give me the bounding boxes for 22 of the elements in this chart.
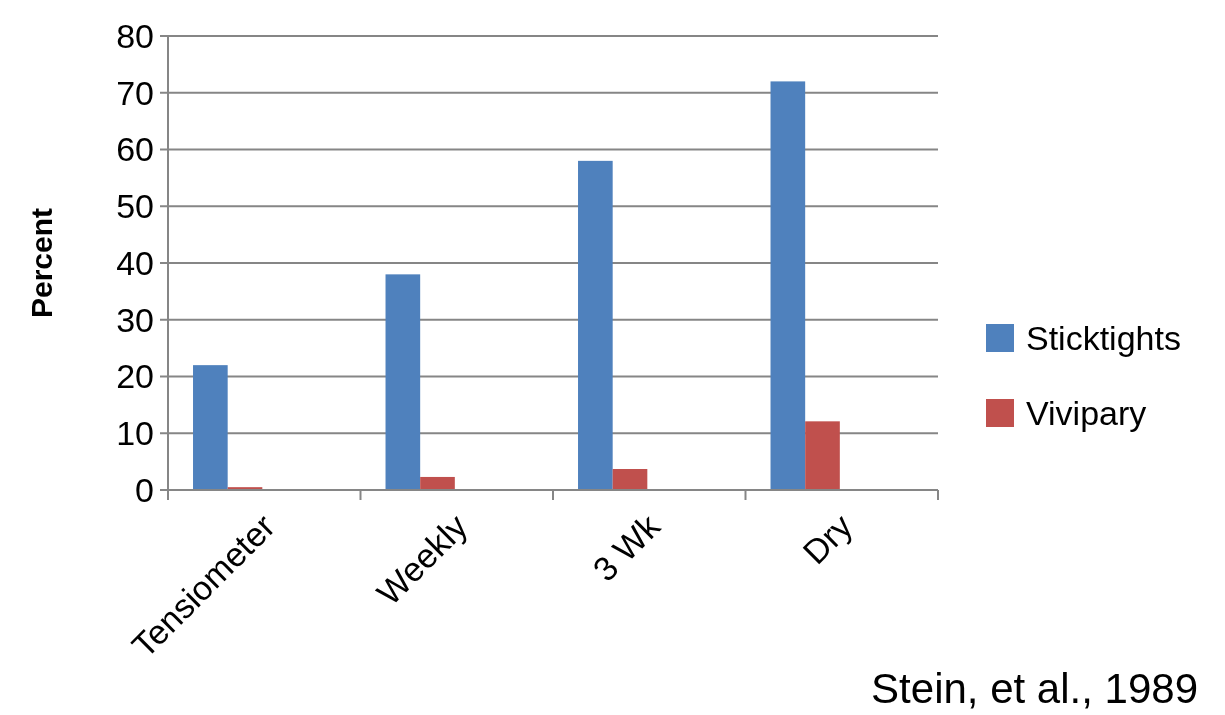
legend-label: Sticktights xyxy=(1026,318,1181,357)
x-tick-label: Dry xyxy=(795,506,860,572)
y-tick-label: 50 xyxy=(116,187,154,226)
text: Stein, et al., 1989 xyxy=(871,665,1198,712)
bar xyxy=(770,81,806,490)
y-tick-label: 60 xyxy=(116,130,154,169)
x-tick-label: 3 Wk xyxy=(585,506,668,589)
y-axis-title: Percent xyxy=(25,207,58,319)
bar xyxy=(578,160,613,490)
y-tick-label: 10 xyxy=(116,414,154,453)
y-tick-label: 80 xyxy=(116,16,154,55)
bar xyxy=(612,469,648,490)
y-tick-label: 40 xyxy=(116,243,154,282)
legend-label: Vivipary xyxy=(1026,393,1147,432)
bar xyxy=(420,476,455,490)
bar xyxy=(385,274,421,490)
bar xyxy=(805,421,840,490)
y-tick-label: 20 xyxy=(116,357,154,396)
bar xyxy=(193,365,228,490)
y-tick-label: 30 xyxy=(116,300,154,339)
y-tick-label: 0 xyxy=(135,470,154,509)
y-tick-label: 70 xyxy=(116,73,154,112)
